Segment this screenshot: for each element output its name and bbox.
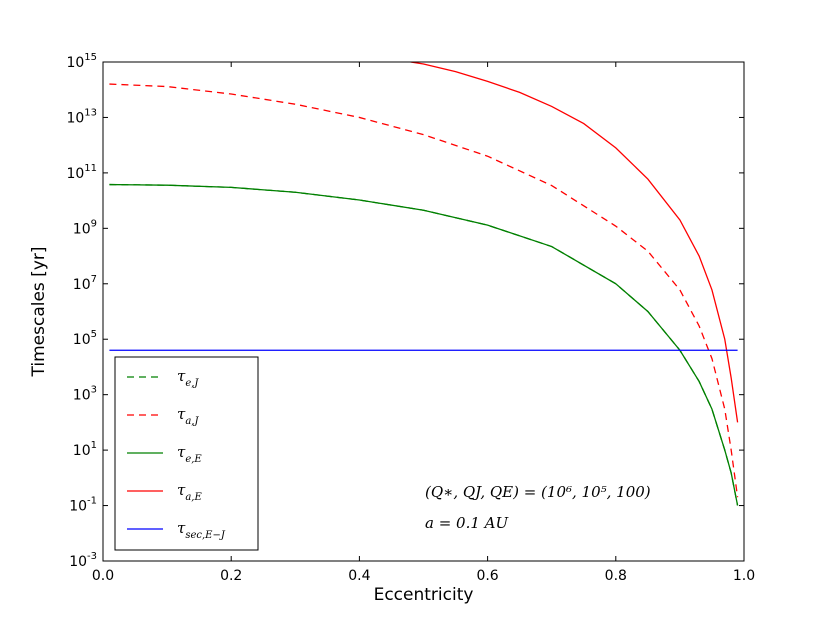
x-axis-label: Eccentricity	[374, 585, 474, 605]
y-tick-label: 10-1	[69, 496, 97, 515]
series-line-e-e	[109, 183, 739, 506]
annotations: (Q∗, QJ, QE) = (10⁶, 10⁵, 100) a = 0.1 A…	[425, 483, 651, 532]
y-tick-label: 1011	[66, 163, 97, 182]
annotation-semimajor-axis: a = 0.1 AU	[425, 514, 510, 532]
x-tick-label: 0.4	[348, 568, 370, 584]
y-tick-label: 1013	[66, 107, 97, 126]
legend: τe,J τa,J τe,E τa,E τsec,E−J	[114, 356, 259, 551]
y-tick-label: 103	[73, 385, 97, 404]
legend-entry: τe,E	[177, 443, 202, 465]
series-line-a-e	[410, 62, 739, 423]
y-tick-label: 101	[73, 440, 97, 459]
x-tick-label: 1.0	[733, 568, 755, 584]
y-tick-label: 105	[73, 329, 97, 348]
plot-area-frame	[102, 61, 745, 562]
y-tick-label: 1015	[66, 52, 97, 71]
x-tick-label: 0.2	[220, 568, 242, 584]
series-layer	[109, 62, 739, 506]
legend-entry: τsec,E−J	[177, 519, 226, 541]
series-line-a-j	[109, 83, 739, 498]
legend-entry: τa,E	[177, 481, 202, 503]
y-axis-label: Timescales [yr]	[29, 247, 49, 378]
ticks-layer: 0.0 0.2 0.4 0.6 0.8 1.0 10-3 10-1 101 103 105 107 10…	[66, 52, 755, 584]
y-tick-label: 107	[73, 274, 97, 293]
legend-entry: τe,J	[177, 367, 199, 389]
x-tick-label: 0.8	[605, 568, 627, 584]
annotation-q-values: (Q∗, QJ, QE) = (10⁶, 10⁵, 100)	[425, 483, 651, 501]
x-tick-label: 0.6	[476, 568, 498, 584]
legend-entry: τa,J	[177, 405, 199, 427]
y-tick-label: 109	[73, 218, 97, 237]
y-tick-label: 10-3	[69, 551, 97, 570]
x-tick-label: 0.0	[92, 568, 114, 584]
